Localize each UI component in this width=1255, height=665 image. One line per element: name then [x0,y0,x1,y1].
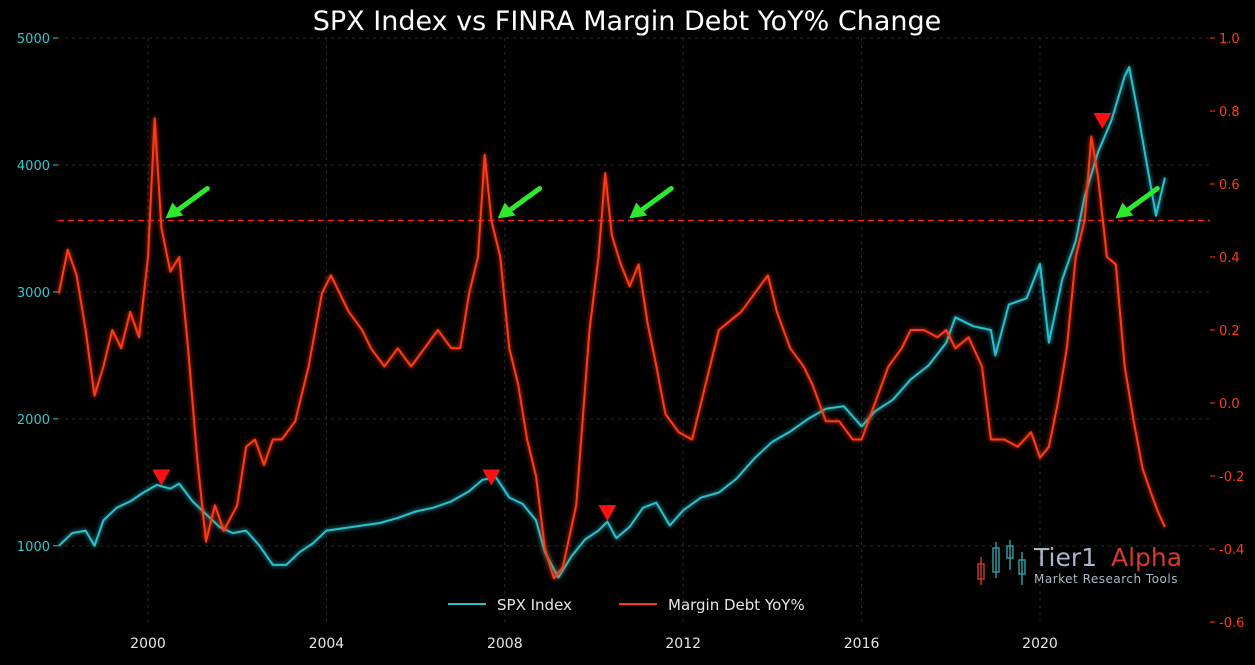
y-right-tick-label: 1.0 [1219,32,1240,47]
red-triangle-marker [1093,112,1112,129]
series-line-spx-index [58,66,1166,579]
brand-tagline: Market Research Tools [1034,572,1178,586]
y-right-tick-label: -0.2 [1219,470,1244,485]
red-triangle-marker [598,505,617,522]
brand-logo: Tier1 Alpha Market Research Tools [977,540,1182,586]
y-left-tick-label: 4000 [17,159,50,174]
green-arrow-shaft [1121,186,1160,215]
green-arrow-icon [629,186,674,219]
green-arrow-shaft [504,186,543,215]
green-arrow-head [629,202,648,219]
x-tick-label: 2020 [1022,636,1058,652]
y-right-tick-label: -0.6 [1219,616,1244,631]
red-triangle-marker [482,469,501,486]
series-layer [57,66,1166,580]
green-arrow-head [165,202,184,219]
y-right-tick-label: 0.4 [1219,251,1240,266]
x-tick-label: 2008 [487,636,523,652]
y-right-tick-label: 0.6 [1219,178,1240,193]
green-arrow-icon [1115,186,1160,219]
grid [58,37,1210,622]
x-tick-label: 2016 [844,636,880,652]
y-right-tick-label: 0.2 [1219,324,1240,339]
green-arrow-shaft [635,186,674,215]
red-triangle-marker [152,469,171,486]
candlestick-icon [977,540,1026,585]
y-right-tick-label: 0.8 [1219,105,1240,120]
brand-name-part1: Tier1 [1033,543,1097,572]
green-arrow-head [1115,202,1134,219]
legend-label-margin: Margin Debt YoY% [668,596,805,614]
y-left-tick-label: 1000 [17,540,50,555]
green-arrow-shaft [171,186,210,215]
y-right-tick-label: -0.4 [1219,543,1244,558]
chart-title: SPX Index vs FINRA Margin Debt YoY% Chan… [313,6,942,37]
y-right-tick-label: 0.0 [1219,397,1240,412]
axes: 2000 2004 2008 2012 2016 2020 1000 2000 3000 4000… [17,32,1244,652]
legend: SPX Index Margin Debt YoY% [448,596,805,614]
brand-name-part2: Alpha [1111,543,1182,572]
x-tick-label: 2000 [130,636,166,652]
legend-label-spx: SPX Index [497,596,572,614]
annotations [152,112,1160,522]
y-left-tick-label: 3000 [17,286,50,301]
x-tick-label: 2004 [309,636,345,652]
y-left-tick-label: 2000 [17,413,50,428]
green-arrow-head [497,202,516,219]
green-arrow-icon [497,186,543,219]
green-arrow-icon [165,186,210,219]
x-tick-label: 2012 [665,636,701,652]
series-line-margin-debt [57,117,1166,580]
brand-name: Tier1 Alpha [1033,543,1182,572]
y-left-tick-label: 5000 [17,32,50,47]
